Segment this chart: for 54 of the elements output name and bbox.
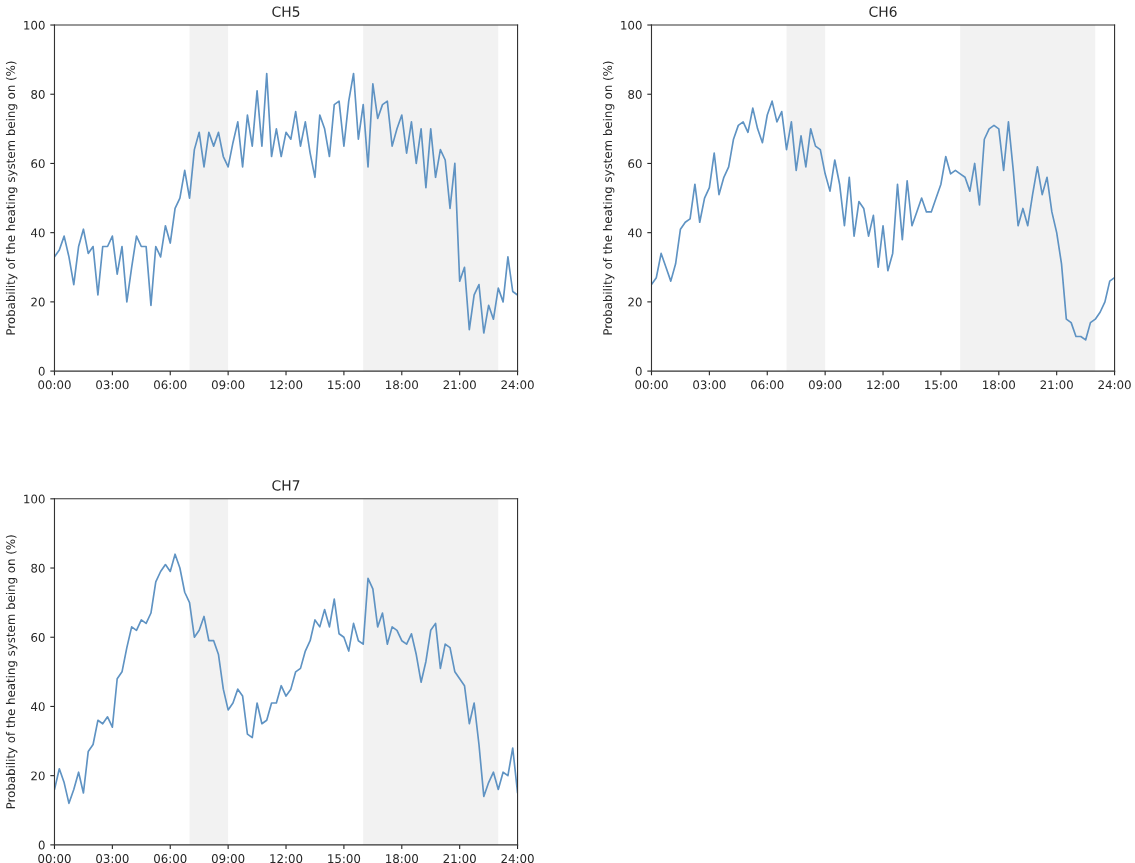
x-tick-label: 06:00 [154, 380, 187, 390]
y-tick-label: 20 [31, 297, 45, 307]
x-tick-label: 15:00 [328, 380, 361, 390]
x-tick-label: 09:00 [211, 854, 245, 863]
y-tick-label: 100 [24, 20, 45, 30]
x-tick-label: 18:00 [386, 380, 419, 390]
x-tick-label: 21:00 [443, 380, 476, 390]
x-tick-label: 12:00 [270, 380, 303, 390]
chart-title: CH7 [272, 480, 300, 491]
x-tick-label: 21:00 [443, 854, 476, 863]
x-tick-label: 00:00 [38, 854, 71, 863]
y-axis-title: Probability of the heating system being on (%) [5, 61, 18, 335]
y-axis-title: Probability of the heating system being on (%) [5, 535, 18, 809]
x-tick-label: 21:00 [1040, 380, 1073, 390]
y-tick-label: 100 [621, 20, 642, 30]
y-tick-label: 0 [38, 840, 45, 850]
x-tick-label: 12:00 [867, 380, 900, 390]
y-tick-label: 0 [38, 366, 45, 376]
x-tick-label: 00:00 [635, 380, 668, 390]
y-tick-label: 100 [24, 494, 45, 504]
chart-title: CH5 [272, 6, 300, 17]
y-tick-label: 20 [31, 771, 45, 781]
y-tick-label: 40 [628, 228, 642, 238]
line-series [54, 72, 518, 334]
x-tick-label: 18:00 [386, 854, 419, 863]
x-tick-label: 09:00 [808, 380, 842, 390]
x-tick-label: 24:00 [501, 854, 534, 863]
x-tick-label: 24:00 [501, 380, 534, 390]
y-tick-label: 40 [31, 228, 45, 238]
x-tick-label: 09:00 [211, 380, 245, 390]
x-tick-label: 06:00 [154, 854, 187, 863]
x-tick-label: 00:00 [38, 380, 71, 390]
x-tick-label: 03:00 [96, 854, 129, 863]
y-tick-label: 40 [31, 702, 45, 712]
x-tick-label: 18:00 [983, 380, 1016, 390]
y-tick-label: 80 [31, 89, 45, 99]
y-tick-label: 80 [628, 89, 642, 99]
y-axis-title: Probability of the heating system being on (%) [602, 61, 615, 335]
y-tick-label: 0 [635, 366, 642, 376]
y-tick-label: 20 [628, 297, 642, 307]
x-tick-label: 15:00 [328, 854, 361, 863]
y-tick-label: 60 [31, 632, 45, 642]
line-series [651, 100, 1115, 341]
y-tick-label: 60 [628, 159, 642, 169]
x-tick-label: 24:00 [1098, 380, 1131, 390]
y-tick-label: 60 [31, 159, 45, 169]
chart-title: CH6 [869, 6, 897, 17]
x-tick-label: 03:00 [96, 380, 129, 390]
x-tick-label: 15:00 [925, 380, 958, 390]
x-tick-label: 12:00 [270, 854, 303, 863]
x-tick-label: 03:00 [693, 380, 726, 390]
line-series [54, 553, 518, 805]
y-tick-label: 80 [31, 563, 45, 573]
x-tick-label: 06:00 [751, 380, 784, 390]
